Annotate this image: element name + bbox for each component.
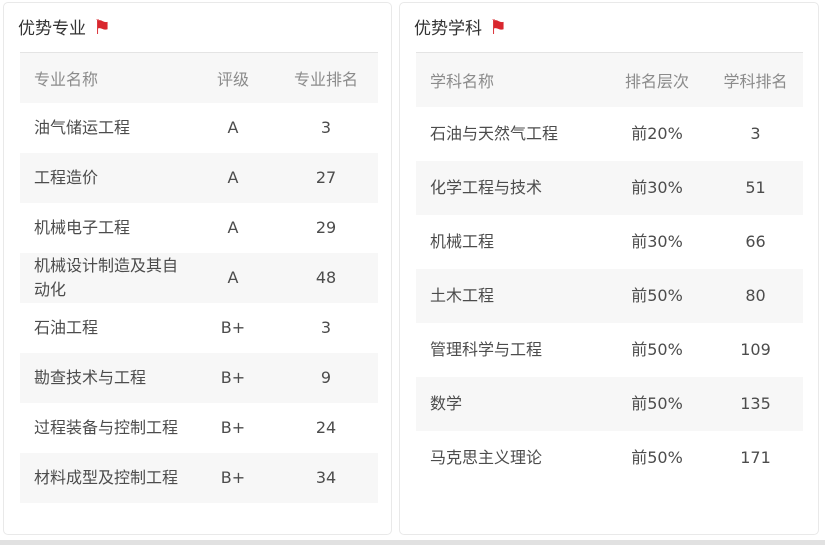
discipline-tier: 前30% [631, 231, 683, 251]
majors-table-header-row: 专业名称 评级 专业排名 [20, 52, 378, 103]
table-row: 管理科学与工程 前50% 109 [416, 323, 803, 377]
major-rating: A [227, 117, 239, 137]
major-name: 工程造价 [34, 167, 99, 187]
major-name: 过程装备与控制工程 [34, 417, 179, 437]
table-row: 土木工程 前50% 80 [416, 268, 803, 323]
page-bottom-divider [0, 540, 825, 545]
discipline-rank: 51 [745, 177, 766, 197]
table-row: 材料成型及控制工程 B+ 34 [20, 452, 378, 503]
discipline-rank: 80 [745, 285, 766, 305]
table-row: 机械工程 前30% 66 [416, 215, 803, 269]
major-name: 油气储运工程 [34, 117, 131, 137]
major-rank: 9 [320, 367, 332, 387]
major-rank: 27 [315, 167, 337, 187]
major-name: 材料成型及控制工程 [34, 467, 179, 487]
discipline-tier: 前50% [631, 393, 683, 413]
discipline-name: 石油与天然气工程 [430, 123, 559, 143]
major-name: 勘查技术与工程 [34, 367, 147, 387]
major-rank: 34 [315, 467, 337, 487]
advantage-majors-panel: 优势专业 ⚑ 专业名称 评级 专业排名 油气储运工程 A 3 [3, 2, 392, 535]
major-rating: A [227, 217, 239, 237]
column-header-ranking-tier: 排名层次 [606, 52, 708, 107]
major-name: 机械电子工程 [34, 217, 131, 237]
major-name: 石油工程 [34, 317, 99, 337]
discipline-name: 土木工程 [430, 285, 495, 305]
panel-title: 优势专业 [18, 19, 86, 39]
discipline-tier: 前50% [631, 285, 683, 305]
major-rank: 48 [315, 267, 337, 287]
table-row: 机械电子工程 A 29 [20, 203, 378, 253]
major-rating: B+ [220, 417, 246, 437]
column-header-major-rank: 专业排名 [274, 52, 378, 103]
discipline-rank: 66 [745, 231, 766, 251]
discipline-name: 马克思主义理论 [430, 447, 543, 467]
major-rank: 29 [315, 217, 337, 237]
advantage-majors-title-row: 优势专业 ⚑ [4, 3, 391, 52]
discipline-rank: 171 [740, 447, 771, 467]
majors-table: 专业名称 评级 专业排名 油气储运工程 A 3 工程造价 A 27 [20, 52, 378, 503]
discipline-name: 管理科学与工程 [430, 339, 543, 359]
advantage-disciplines-title-row: 优势学科 ⚑ [400, 3, 818, 52]
major-rating: A [227, 167, 239, 187]
table-row: 工程造价 A 27 [20, 152, 378, 203]
discipline-name: 化学工程与技术 [430, 177, 543, 197]
table-row: 勘查技术与工程 B+ 9 [20, 352, 378, 403]
discipline-tier: 前50% [631, 339, 683, 359]
discipline-tier: 前50% [631, 447, 683, 467]
major-rank: 3 [320, 117, 332, 137]
major-rank: 24 [315, 417, 337, 437]
table-row: 油气储运工程 A 3 [20, 103, 378, 153]
major-rating: A [227, 267, 239, 287]
panels-container: 优势专业 ⚑ 专业名称 评级 专业排名 油气储运工程 A 3 [3, 2, 819, 535]
major-rating: B+ [220, 367, 246, 387]
discipline-tier: 前30% [631, 177, 683, 197]
table-row: 马克思主义理论 前50% 171 [416, 431, 803, 485]
discipline-rank: 135 [740, 393, 771, 413]
disciplines-table: 学科名称 排名层次 学科排名 石油与天然气工程 前20% 3 化学工程与技术 前… [416, 52, 803, 485]
table-row: 数学 前50% 135 [416, 376, 803, 431]
table-row: 石油与天然气工程 前20% 3 [416, 107, 803, 161]
column-header-discipline-rank: 学科排名 [708, 52, 803, 107]
disciplines-table-header-row: 学科名称 排名层次 学科排名 [416, 52, 803, 107]
column-header-discipline-name: 学科名称 [416, 52, 606, 107]
major-rank: 3 [320, 317, 332, 337]
table-row: 过程装备与控制工程 B+ 24 [20, 403, 378, 453]
discipline-rank: 109 [740, 339, 771, 359]
advantage-disciplines-panel: 优势学科 ⚑ 学科名称 排名层次 学科排名 石油与天然气工程 前20% 3 [399, 2, 819, 535]
red-flag-icon: ⚑ [93, 15, 111, 40]
major-rating: B+ [220, 467, 246, 487]
discipline-name: 机械工程 [430, 231, 495, 251]
discipline-tier: 前20% [631, 123, 683, 143]
panel-title: 优势学科 [414, 19, 482, 39]
discipline-name: 数学 [430, 393, 463, 413]
table-row: 石油工程 B+ 3 [20, 303, 378, 353]
column-header-major-name: 专业名称 [20, 52, 192, 103]
table-row: 化学工程与技术 前30% 51 [416, 160, 803, 215]
column-header-rating: 评级 [192, 52, 274, 103]
red-flag-icon: ⚑ [489, 15, 507, 40]
major-name: 机械设计制造及其自动化 [34, 255, 179, 299]
table-row: 机械设计制造及其自动化 A 48 [20, 252, 378, 303]
major-rating: B+ [220, 317, 246, 337]
discipline-rank: 3 [750, 123, 761, 143]
